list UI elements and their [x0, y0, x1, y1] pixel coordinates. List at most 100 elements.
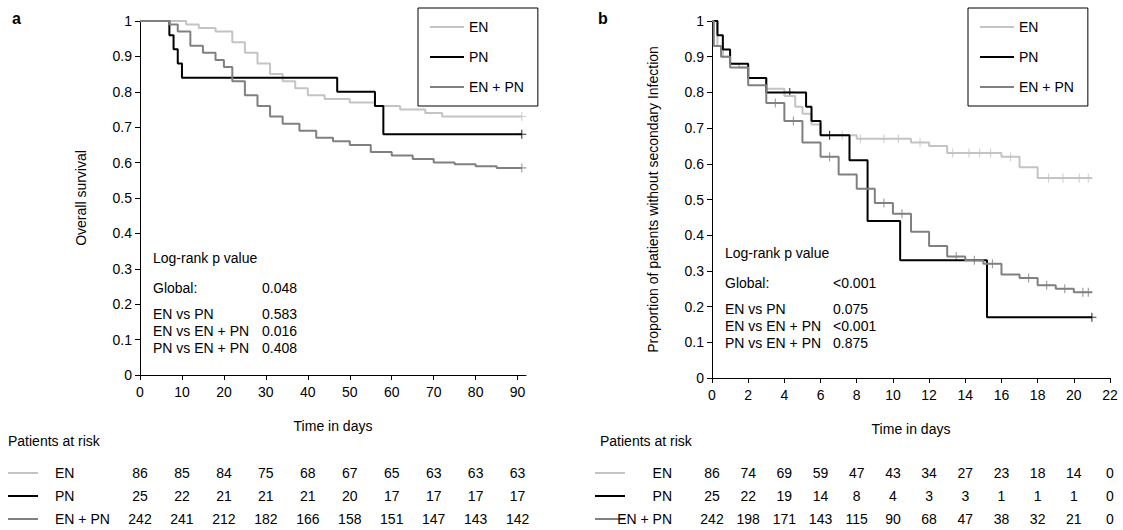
svg-text:85: 85 — [174, 465, 190, 481]
svg-text:0.3: 0.3 — [113, 261, 133, 277]
svg-text:86: 86 — [132, 465, 148, 481]
svg-text:115: 115 — [846, 511, 869, 527]
svg-text:14: 14 — [1066, 465, 1082, 481]
svg-text:12: 12 — [921, 387, 937, 403]
svg-text:<0.001: <0.001 — [833, 275, 876, 291]
svg-text:19: 19 — [777, 488, 793, 504]
svg-text:10: 10 — [885, 387, 901, 403]
svg-text:0.4: 0.4 — [685, 227, 705, 243]
svg-text:EN: EN — [653, 465, 672, 481]
svg-text:0: 0 — [124, 367, 132, 383]
svg-text:65: 65 — [384, 465, 400, 481]
svg-text:22: 22 — [174, 488, 190, 504]
svg-text:0.1: 0.1 — [113, 332, 133, 348]
svg-text:151: 151 — [380, 511, 404, 527]
svg-text:0: 0 — [708, 387, 716, 403]
svg-text:0.9: 0.9 — [685, 49, 705, 65]
svg-text:0.5: 0.5 — [685, 192, 705, 208]
svg-text:0.8: 0.8 — [113, 84, 133, 100]
svg-text:63: 63 — [510, 465, 526, 481]
svg-text:142: 142 — [506, 511, 530, 527]
svg-text:EN vs EN + PN: EN vs EN + PN — [153, 323, 249, 339]
svg-text:0.3: 0.3 — [685, 263, 705, 279]
svg-text:Log-rank p value: Log-rank p value — [153, 250, 258, 266]
svg-text:1: 1 — [1070, 488, 1078, 504]
svg-text:67: 67 — [342, 465, 358, 481]
svg-text:25: 25 — [704, 488, 720, 504]
svg-text:20: 20 — [342, 488, 358, 504]
svg-text:0: 0 — [1106, 511, 1114, 527]
svg-text:a: a — [12, 10, 21, 27]
svg-text:90: 90 — [510, 384, 526, 400]
svg-text:2: 2 — [744, 387, 752, 403]
svg-text:34: 34 — [921, 465, 937, 481]
svg-text:PN: PN — [469, 49, 488, 65]
svg-text:4: 4 — [780, 387, 788, 403]
svg-text:Overall survival: Overall survival — [73, 150, 89, 246]
svg-text:14: 14 — [957, 387, 973, 403]
svg-text:147: 147 — [422, 511, 446, 527]
svg-text:21: 21 — [300, 488, 316, 504]
svg-text:22: 22 — [1102, 387, 1118, 403]
svg-text:17: 17 — [510, 488, 526, 504]
svg-text:242: 242 — [700, 511, 724, 527]
svg-text:80: 80 — [468, 384, 484, 400]
svg-text:70: 70 — [426, 384, 442, 400]
svg-text:Patients at risk: Patients at risk — [600, 433, 693, 449]
svg-text:0.9: 0.9 — [113, 48, 133, 64]
svg-text:4: 4 — [889, 488, 897, 504]
svg-text:84: 84 — [216, 465, 232, 481]
svg-text:Time in days: Time in days — [294, 418, 373, 434]
svg-text:18: 18 — [1030, 387, 1046, 403]
svg-text:171: 171 — [773, 511, 797, 527]
svg-text:1: 1 — [696, 13, 704, 29]
svg-text:212: 212 — [212, 511, 236, 527]
svg-text:68: 68 — [300, 465, 316, 481]
svg-text:166: 166 — [296, 511, 320, 527]
svg-text:0.6: 0.6 — [685, 156, 705, 172]
svg-text:Global:: Global: — [153, 280, 197, 296]
svg-text:38: 38 — [994, 511, 1010, 527]
svg-text:3: 3 — [925, 488, 933, 504]
svg-text:PN vs EN + PN: PN vs EN + PN — [725, 335, 821, 351]
svg-text:EN vs EN + PN: EN vs EN + PN — [725, 318, 821, 334]
svg-text:0.2: 0.2 — [685, 299, 705, 315]
svg-text:0.2: 0.2 — [113, 296, 133, 312]
svg-text:75: 75 — [258, 465, 274, 481]
svg-text:b: b — [598, 10, 608, 27]
svg-text:Patients at risk: Patients at risk — [8, 433, 101, 449]
svg-text:EN + PN: EN + PN — [55, 511, 110, 527]
svg-text:EN vs PN: EN vs PN — [153, 306, 214, 322]
svg-text:63: 63 — [468, 465, 484, 481]
svg-text:6: 6 — [817, 387, 825, 403]
svg-text:43: 43 — [885, 465, 901, 481]
svg-text:40: 40 — [300, 384, 316, 400]
svg-text:EN: EN — [55, 465, 74, 481]
svg-text:1: 1 — [1034, 488, 1042, 504]
svg-text:158: 158 — [338, 511, 362, 527]
svg-text:242: 242 — [128, 511, 152, 527]
svg-text:17: 17 — [384, 488, 400, 504]
svg-text:68: 68 — [921, 511, 937, 527]
svg-text:17: 17 — [468, 488, 484, 504]
svg-text:1: 1 — [124, 13, 132, 29]
svg-text:90: 90 — [885, 511, 901, 527]
svg-text:0: 0 — [136, 384, 144, 400]
svg-text:0.7: 0.7 — [113, 119, 133, 135]
svg-text:EN + PN: EN + PN — [469, 79, 524, 95]
svg-text:74: 74 — [740, 465, 756, 481]
svg-text:0: 0 — [1106, 488, 1114, 504]
svg-text:PN: PN — [653, 488, 672, 504]
svg-text:86: 86 — [704, 465, 720, 481]
svg-text:EN: EN — [1019, 19, 1038, 35]
svg-text:Time in days: Time in days — [872, 421, 951, 437]
svg-text:EN + PN: EN + PN — [617, 511, 672, 527]
svg-text:Log-rank p value: Log-rank p value — [725, 245, 830, 261]
svg-text:Global:: Global: — [725, 275, 769, 291]
svg-text:0.016: 0.016 — [262, 323, 297, 339]
svg-text:0.875: 0.875 — [833, 335, 868, 351]
svg-text:25: 25 — [132, 488, 148, 504]
svg-text:EN vs PN: EN vs PN — [725, 301, 786, 317]
svg-text:0.4: 0.4 — [113, 225, 133, 241]
svg-text:50: 50 — [342, 384, 358, 400]
